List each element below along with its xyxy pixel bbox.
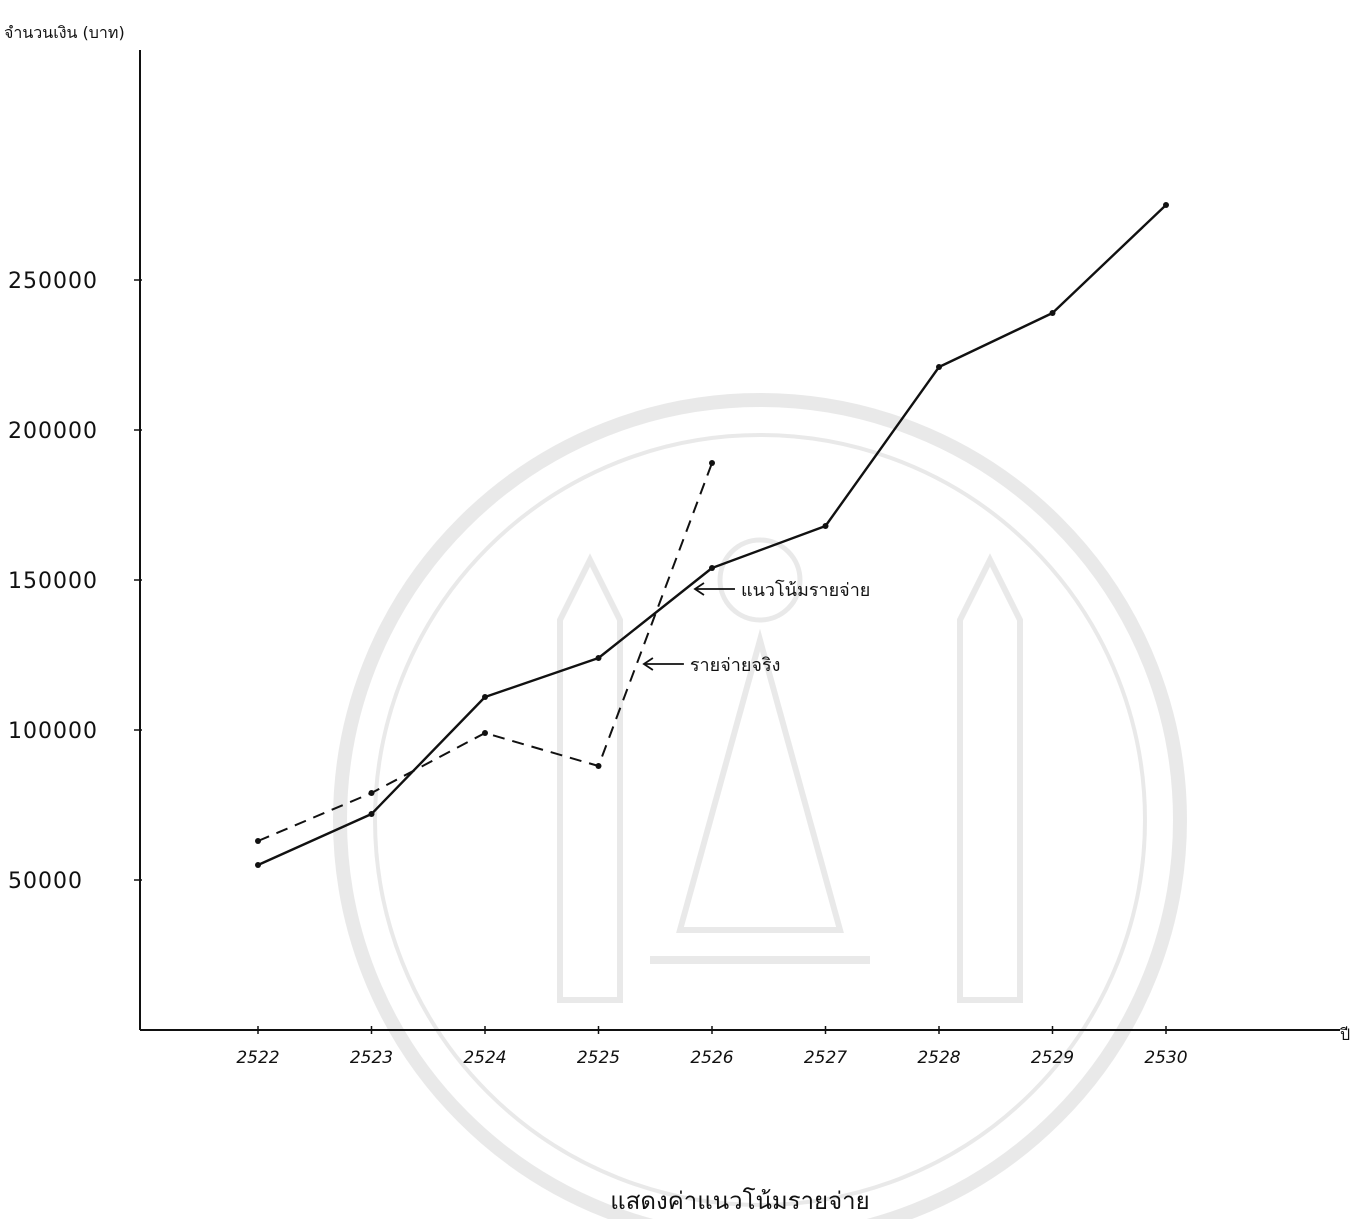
x-tick-label: 2524 bbox=[463, 1048, 506, 1068]
chart-title: แสดงค่าแนวโน้มรายจ่าย bbox=[610, 1187, 869, 1215]
data-point bbox=[936, 364, 942, 370]
data-point bbox=[368, 811, 375, 817]
data-point bbox=[709, 565, 715, 571]
x-tick-label: 2528 bbox=[917, 1048, 960, 1068]
data-point bbox=[482, 694, 488, 700]
data-point bbox=[822, 523, 829, 529]
y-tick-label: 50000 bbox=[8, 869, 83, 894]
y-tick-label: 150000 bbox=[8, 569, 98, 594]
x-axis-label: ปี bbox=[1340, 1025, 1351, 1044]
data-point bbox=[595, 655, 602, 661]
chart-axes bbox=[139, 50, 1340, 1031]
data-point bbox=[1049, 310, 1056, 316]
y-tick-label: 200000 bbox=[8, 419, 98, 444]
y-tick-label: 100000 bbox=[8, 719, 98, 744]
y-axis-label: จำนวนเงิน (บาท) bbox=[4, 23, 125, 42]
y-axis-ticks: 50000 100000 150000 200000 250000 bbox=[8, 269, 142, 894]
actual-line bbox=[257, 462, 713, 842]
x-axis-ticks: 2522 2523 2524 2525 2526 2527 2528 2529 2530 bbox=[236, 1026, 1188, 1068]
x-tick-label: 2525 bbox=[577, 1048, 620, 1068]
annotation-arrowhead bbox=[693, 582, 705, 596]
data-point bbox=[368, 790, 375, 796]
y-tick-label: 250000 bbox=[8, 269, 98, 294]
data-point bbox=[482, 730, 488, 736]
data-point bbox=[255, 838, 261, 844]
data-point bbox=[255, 862, 261, 868]
x-tick-label: 2523 bbox=[350, 1048, 393, 1068]
x-tick-label: 2530 bbox=[1144, 1048, 1187, 1068]
x-tick-label: 2526 bbox=[690, 1048, 733, 1068]
annotation-label: รายจ่ายจริง bbox=[690, 655, 781, 676]
data-point bbox=[595, 763, 602, 769]
x-tick-label: 2529 bbox=[1031, 1048, 1074, 1068]
data-point bbox=[709, 460, 715, 466]
annotation-arrowhead bbox=[642, 657, 654, 671]
annotation-label: แนวโน้มรายจ่าย bbox=[741, 579, 870, 601]
series-layer bbox=[255, 202, 1169, 868]
seal-watermark bbox=[333, 393, 1187, 1219]
x-tick-label: 2522 bbox=[236, 1048, 279, 1068]
data-point bbox=[1163, 202, 1169, 208]
x-tick-label: 2527 bbox=[804, 1048, 847, 1068]
trend-line bbox=[257, 204, 1167, 867]
